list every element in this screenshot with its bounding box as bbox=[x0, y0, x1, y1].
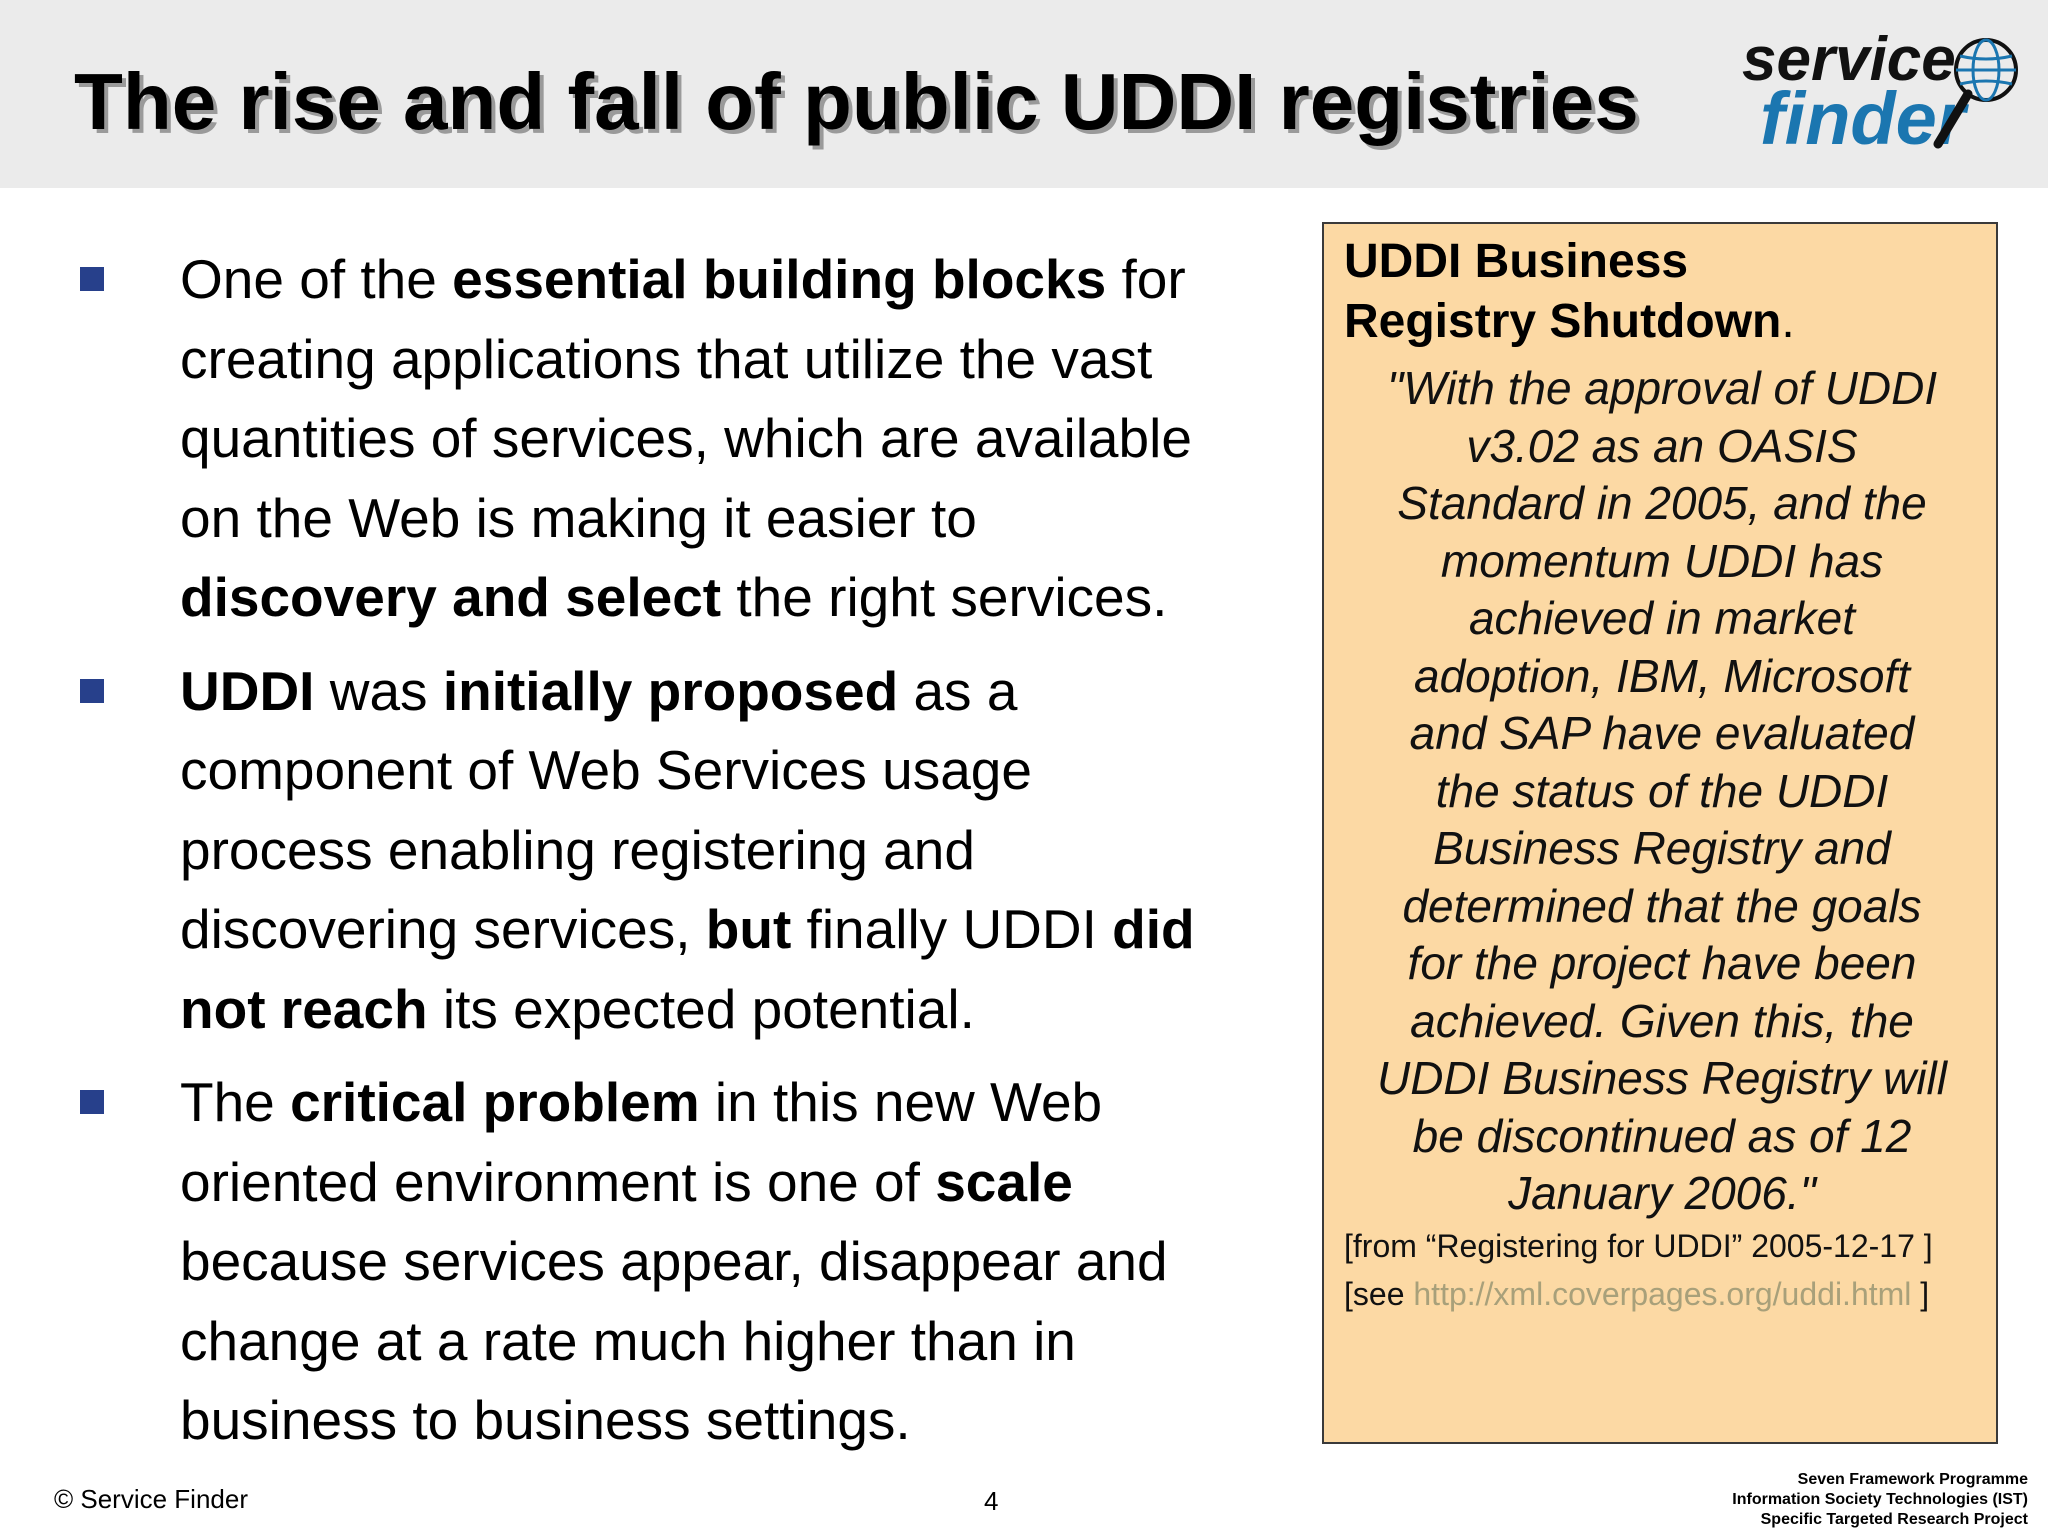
uddi-shutdown-callout: UDDI Business Registry Shutdown. "With t… bbox=[1322, 222, 1998, 1444]
globe-magnifier-icon bbox=[1933, 38, 2018, 149]
bullet-bold-run: initially proposed bbox=[442, 659, 899, 722]
quote-line: determined that the goals bbox=[1402, 879, 1922, 932]
bullet-text-run: for bbox=[1106, 248, 1186, 310]
quote-line: January 2006." bbox=[1508, 1167, 1816, 1219]
callout-quote: "With the approval of UDDI v3.02 as an OA… bbox=[1330, 360, 1994, 1223]
bullet-line: on the Web is making it easier to bbox=[180, 479, 1258, 559]
bullet-text-run: The bbox=[180, 1071, 291, 1133]
bullet-line: because services appear, disappear and bbox=[180, 1222, 1258, 1302]
callout-heading-line2: Registry Shutdown bbox=[1344, 295, 1782, 348]
bullet-item: One of the essential building blocks for… bbox=[78, 240, 1258, 638]
bullet-text-run: component of Web Services usage bbox=[180, 739, 1032, 801]
bullet-line: UDDI was initially proposed as a bbox=[180, 652, 1258, 732]
bullet-text-run: as a bbox=[898, 659, 1018, 722]
callout-heading: UDDI Business Registry Shutdown. bbox=[1344, 232, 1795, 352]
bullet-item: The critical problem in this new Web orie… bbox=[78, 1063, 1258, 1461]
bullet-bold-run: scale bbox=[935, 1150, 1073, 1213]
bullet-text-run: its expected potential. bbox=[427, 977, 975, 1040]
bullet-text-run: oriented environment is one of bbox=[180, 1150, 936, 1213]
bullet-bold-run: did bbox=[1112, 898, 1195, 960]
programme-line: Information Society Technologies (IST) bbox=[1732, 1491, 2028, 1508]
quote-line: Business Registry and bbox=[1433, 822, 1891, 874]
bullet-text-run: One of the bbox=[180, 248, 453, 310]
logo-word-service: service bbox=[1742, 25, 1956, 94]
quote-line: UDDI Business Registry will bbox=[1376, 1052, 1947, 1104]
footer-copyright: © Service Finder bbox=[54, 1484, 248, 1514]
service-finder-logo: service finder bbox=[1738, 25, 2038, 168]
bullet-text-run: was bbox=[314, 659, 443, 722]
quote-line: v3.02 as an OASIS bbox=[1466, 419, 1858, 472]
footer-programme: Seven Framework Programme Information Soc… bbox=[1732, 1470, 2028, 1530]
bullet-text-run: quantities of services, which are availa… bbox=[180, 407, 1192, 469]
quote-line: "With the approval of UDDI bbox=[1386, 362, 1938, 414]
bullet-line: process enabling registering and bbox=[180, 811, 1258, 891]
bullet-text-run: the right services. bbox=[721, 566, 1168, 628]
bullet-text: UDDI was initially proposed as a componen… bbox=[180, 652, 1258, 1050]
coverpages-link[interactable]: http://xml.coverpages.org/uddi.html bbox=[1413, 1276, 1912, 1312]
bullet-text-run: business to business settings. bbox=[180, 1389, 911, 1451]
bullet-line: business to business settings. bbox=[180, 1381, 1258, 1461]
bullet-text-run: process enabling registering and bbox=[180, 818, 975, 881]
callout-heading-line1: UDDI Business bbox=[1344, 235, 1689, 288]
bullet-list: One of the essential building blocks for… bbox=[78, 240, 1258, 1461]
bullet-text-run: on the Web is making it easier to bbox=[180, 486, 977, 549]
square-bullet-icon bbox=[80, 1090, 104, 1114]
bullet-text-run: finally UDDI bbox=[791, 898, 1113, 960]
bullet-text-run: because services appear, disappear and bbox=[180, 1230, 1168, 1292]
quote-line: momentum UDDI has bbox=[1440, 534, 1884, 587]
logo-word-finder: finder bbox=[1760, 77, 1966, 160]
bullet-line: not reach its expected potential. bbox=[180, 970, 1258, 1050]
page-number: 4 bbox=[984, 1486, 999, 1516]
bullet-line: discovery and select the right services. bbox=[180, 558, 1258, 638]
callout-source: [from “Registering for UDDI” 2005-12-17 … bbox=[1344, 1228, 1933, 1264]
quote-line: the status of the UDDI bbox=[1435, 764, 1889, 817]
bullet-line: component of Web Services usage bbox=[180, 731, 1258, 811]
bullet-line: creating applications that utilize the v… bbox=[180, 320, 1258, 400]
bullet-item: UDDI was initially proposed as a componen… bbox=[78, 652, 1258, 1050]
bullet-bold-run: but bbox=[705, 898, 792, 960]
bullet-bold-run: not reach bbox=[180, 977, 428, 1040]
bullet-text-run: creating applications that utilize the v… bbox=[180, 327, 1153, 390]
bullet-line: change at a rate much higher than in bbox=[180, 1302, 1258, 1382]
bullet-text-run: change at a rate much higher than in bbox=[180, 1309, 1076, 1372]
square-bullet-icon bbox=[80, 678, 104, 703]
see-suffix: ] bbox=[1911, 1276, 1930, 1312]
bullet-line: oriented environment is one of scale bbox=[180, 1143, 1258, 1223]
bullet-text-run: discovering services, bbox=[180, 898, 706, 960]
bullet-bold-run: discovery and select bbox=[180, 566, 722, 628]
bullet-line: The critical problem in this new Web bbox=[180, 1063, 1258, 1143]
square-bullet-icon bbox=[80, 267, 104, 291]
quote-line: adoption, IBM, Microsoft bbox=[1414, 649, 1910, 702]
bullet-bold-run: critical problem bbox=[290, 1071, 700, 1133]
quote-line: achieved. Given this, the bbox=[1410, 994, 1914, 1047]
slide-title: The rise and fall of public UDDI registr… bbox=[74, 57, 1639, 146]
quote-line: achieved in market bbox=[1468, 592, 1856, 644]
callout-heading-dot: . bbox=[1781, 295, 1795, 348]
quote-line: and SAP have evaluated bbox=[1409, 707, 1915, 759]
bullet-line: discovering services, but finally UDDI d… bbox=[180, 890, 1258, 970]
quote-line: Standard in 2005, and the bbox=[1397, 477, 1927, 529]
bullet-line: quantities of services, which are availa… bbox=[180, 399, 1258, 479]
quote-line: for the project have been bbox=[1407, 937, 1917, 989]
callout-see-reference: [see http://xml.coverpages.org/uddi.html… bbox=[1344, 1274, 1929, 1314]
bullet-line: One of the essential building blocks for bbox=[180, 240, 1258, 320]
slide-header: The rise and fall of public UDDI registr… bbox=[0, 0, 2048, 188]
bullet-text-run: in this new Web bbox=[699, 1071, 1103, 1133]
bullet-text: The critical problem in this new Web orie… bbox=[180, 1063, 1258, 1461]
programme-line: Specific Targeted Research Project bbox=[1760, 1511, 2028, 1528]
quote-line: be discontinued as of 12 bbox=[1412, 1109, 1912, 1162]
bullet-bold-run: UDDI bbox=[180, 659, 315, 722]
bullet-text: One of the essential building blocks for… bbox=[180, 240, 1258, 638]
see-prefix: [see bbox=[1344, 1276, 1414, 1312]
bullet-bold-run: essential building blocks bbox=[452, 248, 1107, 310]
programme-line: Seven Framework Programme bbox=[1797, 1471, 2028, 1488]
